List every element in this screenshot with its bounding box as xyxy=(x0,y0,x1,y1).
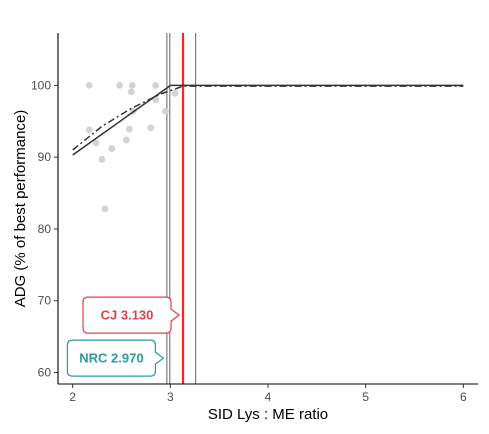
y-axis-ticks: 60 70 80 90 100 xyxy=(31,78,58,380)
data-point xyxy=(147,124,155,132)
x-axis-ticks: 2 3 4 5 6 xyxy=(69,384,467,404)
data-point xyxy=(85,126,93,134)
data-point xyxy=(116,81,123,89)
data-point xyxy=(162,107,169,115)
data-point xyxy=(92,139,100,147)
y-tick-label: 90 xyxy=(38,150,52,164)
data-point xyxy=(108,145,116,152)
y-tick-label: 60 xyxy=(38,366,52,380)
cj-callout-box xyxy=(82,296,181,334)
cj-callout-label: CJ 3.130 xyxy=(101,308,154,323)
x-axis-title: SID Lys : ME ratio xyxy=(208,406,328,423)
data-point xyxy=(125,125,133,133)
callouts: CJ 3.130 NRC 2.970 xyxy=(66,296,181,377)
x-tick-label: 3 xyxy=(167,390,174,404)
data-point xyxy=(152,81,160,89)
x-tick-label: 2 xyxy=(69,390,76,404)
x-tick-label: 4 xyxy=(265,390,272,404)
data-point xyxy=(101,205,109,213)
y-tick-label: 70 xyxy=(38,294,52,308)
cj-callout: CJ 3.130 xyxy=(82,296,181,334)
nrc-callout-box xyxy=(66,339,165,377)
y-tick-label: 80 xyxy=(38,222,52,236)
y-axis-title: ADG (% of best performance) xyxy=(12,110,29,308)
data-point xyxy=(171,89,179,97)
fit-line-solid xyxy=(72,84,464,156)
data-point xyxy=(128,81,136,89)
data-point xyxy=(127,88,135,96)
nrc-callout-label: NRC 2.970 xyxy=(79,351,143,366)
data-point xyxy=(85,81,93,89)
nrc-callout: NRC 2.970 xyxy=(66,339,165,377)
data-point xyxy=(98,155,106,163)
x-tick-label: 5 xyxy=(362,390,369,404)
x-tick-label: 6 xyxy=(460,390,467,404)
fit-lines xyxy=(72,84,464,156)
data-point xyxy=(122,136,130,144)
fit-line-dashdot xyxy=(72,85,464,151)
data-points xyxy=(85,81,179,213)
y-tick-label: 100 xyxy=(31,78,51,92)
